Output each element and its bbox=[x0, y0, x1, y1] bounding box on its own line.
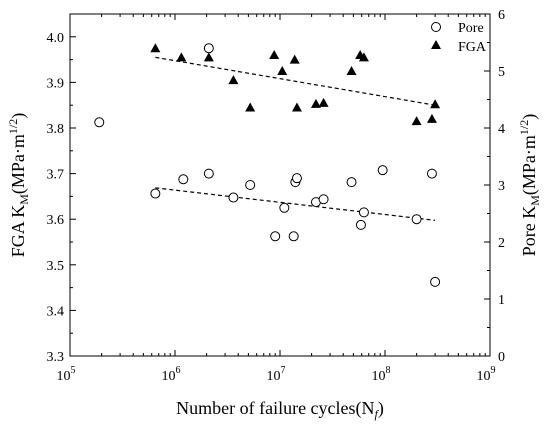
y-left-axis-title: FGA KM(MPa·m1/2) bbox=[6, 113, 31, 258]
y-left-tick-label: 3.8 bbox=[47, 122, 65, 137]
legend-label-fga: FGA bbox=[458, 40, 487, 55]
x-axis-title: Number of failure cycles(Nf) bbox=[176, 398, 384, 421]
legend-marker-fga bbox=[431, 40, 441, 49]
y-left-tick-label: 3.3 bbox=[47, 350, 65, 365]
y-left-tick-label: 3.5 bbox=[47, 259, 65, 274]
data-point-fga bbox=[310, 98, 321, 108]
legend: Pore FGA bbox=[431, 21, 487, 55]
data-point-fga bbox=[291, 102, 302, 112]
y-left-tick-label: 4.0 bbox=[47, 31, 65, 46]
trend-line-fga bbox=[155, 56, 436, 106]
data-point-fga bbox=[269, 50, 280, 60]
x-tick-label: 105 bbox=[57, 365, 76, 384]
data-point-fga bbox=[277, 66, 288, 75]
data-point-pore bbox=[270, 231, 281, 242]
data-points bbox=[94, 43, 441, 287]
x-axis-ticks: 105 106 107 108 109 bbox=[57, 14, 496, 384]
data-point-fga bbox=[245, 102, 256, 112]
data-point-pore bbox=[355, 219, 366, 230]
plot-frame bbox=[69, 13, 491, 357]
y-right-tick-label: 5 bbox=[498, 65, 505, 80]
data-point-fga bbox=[228, 75, 239, 85]
y-left-tick-label: 3.7 bbox=[47, 168, 65, 183]
data-point-fga bbox=[346, 66, 357, 75]
data-point-pore bbox=[426, 168, 437, 179]
data-point-pore bbox=[94, 117, 105, 128]
y-right-axis-title: Pore KM(MPa·m1/2) bbox=[517, 114, 542, 257]
data-point-pore bbox=[203, 43, 214, 54]
plot-area bbox=[69, 13, 491, 357]
data-point-pore bbox=[318, 194, 329, 205]
legend-marker-pore bbox=[431, 22, 441, 32]
data-point-pore bbox=[377, 165, 388, 176]
y-left-tick-label: 3.9 bbox=[47, 76, 65, 91]
data-point-pore bbox=[228, 192, 239, 203]
data-point-fga bbox=[430, 99, 441, 109]
data-point-fga bbox=[411, 116, 422, 126]
data-point-pore bbox=[279, 202, 290, 213]
y-right-tick-label: 1 bbox=[498, 293, 505, 308]
y-right-tick-label: 4 bbox=[498, 122, 505, 137]
data-point-fga bbox=[318, 97, 329, 107]
y-right-tick-label: 0 bbox=[498, 350, 505, 365]
trend-lines bbox=[155, 56, 436, 221]
data-point-pore bbox=[411, 214, 422, 225]
data-point-pore bbox=[150, 188, 161, 199]
trend-line-pore bbox=[155, 187, 436, 221]
y-left-tick-label: 3.4 bbox=[47, 304, 65, 319]
data-point-pore bbox=[203, 168, 214, 179]
data-point-fga bbox=[426, 113, 437, 123]
data-point-pore bbox=[288, 231, 299, 242]
y-right-axis-ticks: 0 1 2 3 4 5 6 bbox=[484, 8, 505, 365]
x-tick-label: 107 bbox=[267, 365, 286, 384]
data-point-pore bbox=[291, 173, 302, 184]
legend-label-pore: Pore bbox=[458, 21, 484, 36]
data-point-pore bbox=[178, 174, 189, 185]
data-point-pore bbox=[245, 180, 256, 190]
data-point-fga bbox=[358, 52, 369, 62]
data-point-fga bbox=[150, 43, 161, 53]
data-point-pore bbox=[358, 207, 369, 218]
data-point-fga bbox=[176, 52, 187, 62]
y-right-tick-label: 6 bbox=[498, 8, 505, 23]
y-left-tick-label: 3.6 bbox=[47, 213, 65, 228]
y-right-tick-label: 2 bbox=[498, 236, 505, 251]
x-tick-label: 109 bbox=[477, 365, 496, 384]
data-point-fga bbox=[289, 54, 300, 64]
y-left-axis-ticks: 3.3 3.4 3.5 3.6 3.7 3.8 3.9 4.0 bbox=[47, 13, 76, 365]
x-tick-label: 106 bbox=[162, 365, 181, 384]
data-point-pore bbox=[430, 276, 441, 287]
data-point-fga bbox=[203, 52, 214, 62]
x-tick-label: 108 bbox=[372, 365, 391, 384]
data-point-pore bbox=[346, 177, 357, 188]
y-right-tick-label: 3 bbox=[498, 179, 505, 194]
